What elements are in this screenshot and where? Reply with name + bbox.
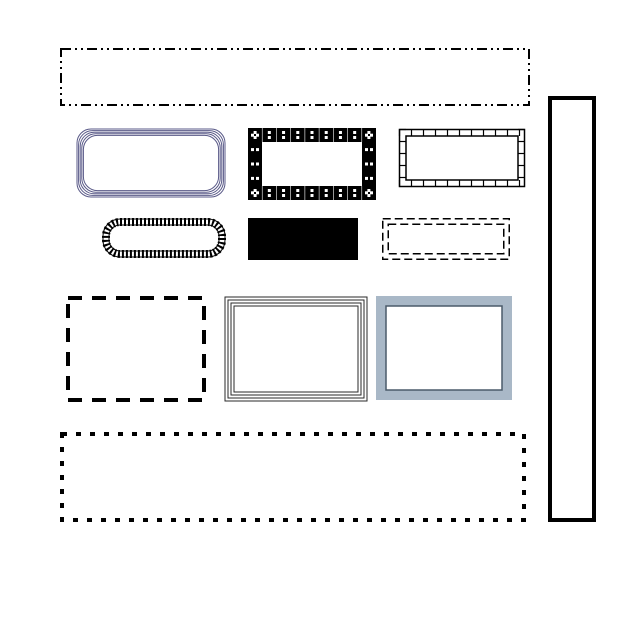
frame-bottom-dotted — [60, 432, 526, 522]
frame-row4-blue-frame — [376, 296, 512, 400]
frame-row4-nested-thin — [224, 296, 368, 402]
frame-tall-right — [548, 96, 596, 522]
frame-row4-big-dash — [66, 296, 206, 402]
frame-row2-rounded-multi — [76, 128, 226, 198]
frame-row2-rail — [398, 128, 526, 188]
frame-row2-film — [248, 128, 376, 200]
frame-row3-double-dash — [382, 218, 510, 260]
frame-row3-solid-block — [248, 218, 358, 260]
frame-top-dash-dot — [60, 48, 530, 106]
frame-row3-hatched-pill — [102, 218, 226, 258]
